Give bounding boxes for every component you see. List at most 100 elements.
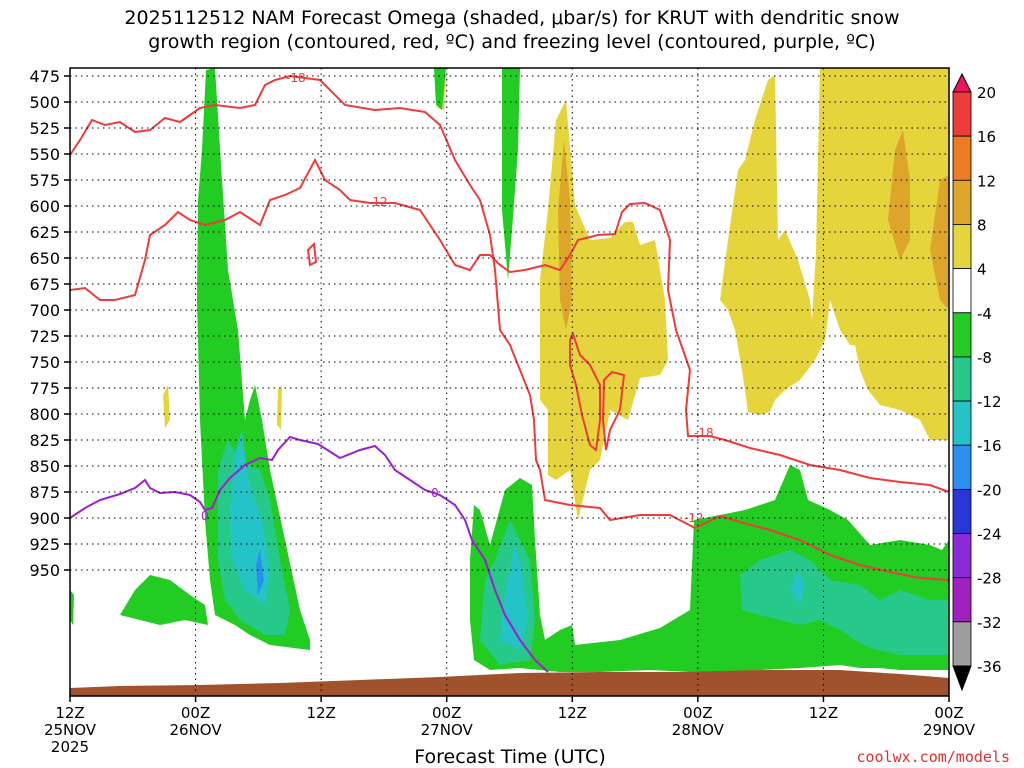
y-tick-label: 500 xyxy=(29,93,60,112)
y-tick-label: 525 xyxy=(29,119,60,138)
grid-lines xyxy=(70,68,949,696)
colorbar-label: 4 xyxy=(977,261,987,279)
colorbar-segment xyxy=(952,400,972,446)
colorbar-segment xyxy=(952,577,972,623)
y-tick-label: 800 xyxy=(29,405,60,424)
contour-labels: -18 -12 -18 -12 0 0 xyxy=(201,71,714,525)
colorbar-label: -12 xyxy=(977,393,1002,411)
colorbar-segment xyxy=(952,356,972,402)
plot-frame xyxy=(69,67,950,697)
y-tick-label: 900 xyxy=(29,509,60,528)
colorbar-segment xyxy=(952,135,972,181)
contour-minus-12 xyxy=(70,157,949,493)
colorbar-segment xyxy=(952,312,972,358)
omega-shade-positive xyxy=(163,385,170,428)
omega-shade-negative xyxy=(434,68,446,110)
omega-shade-positive xyxy=(888,130,910,260)
x-tick-label: 26NOV xyxy=(170,721,223,739)
colorbar-label: 12 xyxy=(977,172,996,190)
colorbar-label: 8 xyxy=(977,216,987,234)
y-tick-label: 475 xyxy=(29,67,60,86)
title-line-1: 2025112512 NAM Forecast Omega (shaded, μ… xyxy=(124,7,900,29)
x-axis-title: Forecast Time (UTC) xyxy=(414,746,606,768)
x-tick-label: 12Z xyxy=(55,704,84,722)
y-tick-label: 925 xyxy=(29,535,60,554)
chart-title: 2025112512 NAM Forecast Omega (shaded, μ… xyxy=(0,6,1024,54)
contour-minus-18-cell xyxy=(569,331,601,452)
y-tick-label: 750 xyxy=(29,353,60,372)
omega-shade-negative xyxy=(790,570,805,605)
y-tick-label: 625 xyxy=(29,223,60,242)
y-tick-label: 575 xyxy=(29,171,60,190)
colorbar-bottom-arrow xyxy=(952,665,972,692)
y-tick-label: 650 xyxy=(29,249,60,268)
y-tick-label: 725 xyxy=(29,327,60,346)
colorbar-label: -32 xyxy=(977,614,1002,632)
contour-minus-18-cell xyxy=(601,370,626,451)
y-tick-label: 700 xyxy=(29,301,60,320)
omega-shade-negative xyxy=(120,575,208,625)
colorbar-label: 16 xyxy=(977,128,996,146)
colorbar-segment xyxy=(952,533,972,579)
contour-label-red: -18 xyxy=(286,71,306,85)
x-tick-label: 00Z xyxy=(181,704,210,722)
colorbar-label: -4 xyxy=(977,305,992,323)
omega-shade-negative xyxy=(256,550,264,595)
y-tick-label: 950 xyxy=(29,561,60,580)
colorbar-label: -24 xyxy=(977,526,1002,544)
title-line-2: growth region (contoured, red, ºC) and f… xyxy=(148,31,876,53)
x-tick-label: 29NOV xyxy=(923,721,976,739)
contour-minus-18 xyxy=(70,74,949,581)
x-tick-label: 12Z xyxy=(809,704,838,722)
colorbar-label: 20 xyxy=(977,84,996,102)
colorbar-label: -20 xyxy=(977,481,1002,499)
red-contours xyxy=(70,74,949,581)
colorbar: 20 16 12 8 4 -4 -8 -12 -16 -20 -24 -28 -32 -36 xyxy=(952,72,1002,692)
plot-area xyxy=(70,68,949,696)
colorbar-segment xyxy=(952,224,972,270)
colorbar-segment xyxy=(952,488,972,534)
y-tick-label: 775 xyxy=(29,379,60,398)
omega-shade-positive xyxy=(930,175,949,310)
purple-contours xyxy=(70,435,549,673)
colorbar-label: -16 xyxy=(977,437,1002,455)
colorbar-segment xyxy=(952,444,972,490)
colorbar-segment xyxy=(952,621,972,667)
y-tick-label: 600 xyxy=(29,197,60,216)
colorbar-label: -8 xyxy=(977,349,992,367)
x-tick-label: 12Z xyxy=(306,704,335,722)
x-tick-label: 00Z xyxy=(683,704,712,722)
y-tick-label: 675 xyxy=(29,275,60,294)
y-tick-label: 550 xyxy=(29,145,60,164)
x-tick-label: 28NOV xyxy=(672,721,725,739)
omega-shade-positive xyxy=(277,385,282,430)
x-tick-label: 12Z xyxy=(558,704,587,722)
contour-minus-12-cell xyxy=(306,241,318,267)
colorbar-segment xyxy=(952,179,972,225)
terrain xyxy=(70,670,949,696)
y-axis: 475 500 525 550 575 600 625 650 675 700 725 750 775 8… xyxy=(29,67,70,580)
x-tick-label: 00Z xyxy=(934,704,963,722)
colorbar-label: -28 xyxy=(977,570,1002,588)
omega-shade-negative xyxy=(70,590,74,625)
colorbar-segment xyxy=(952,268,972,314)
contour-label-red: -12 xyxy=(368,195,388,209)
x-tick-label: 25NOV xyxy=(44,721,97,739)
x-tick-label: 2025 xyxy=(51,738,89,756)
y-tick-label: 825 xyxy=(29,431,60,450)
omega-shade-negative xyxy=(500,545,528,650)
omega-shade-negative xyxy=(740,550,949,655)
omega-shade-negative xyxy=(502,68,520,280)
contour-label-purple: 0 xyxy=(201,509,209,523)
omega-shade-positive xyxy=(558,140,572,330)
colorbar-segment xyxy=(952,91,972,137)
x-tick-label: 00Z xyxy=(432,704,461,722)
x-tick-label: 27NOV xyxy=(421,721,474,739)
colorbar-label: -36 xyxy=(977,658,1002,676)
colorbar-top-arrow xyxy=(952,72,972,93)
omega-shading xyxy=(70,68,949,672)
contour-label-red: -18 xyxy=(694,426,714,440)
contour-label-purple: 0 xyxy=(431,486,439,500)
